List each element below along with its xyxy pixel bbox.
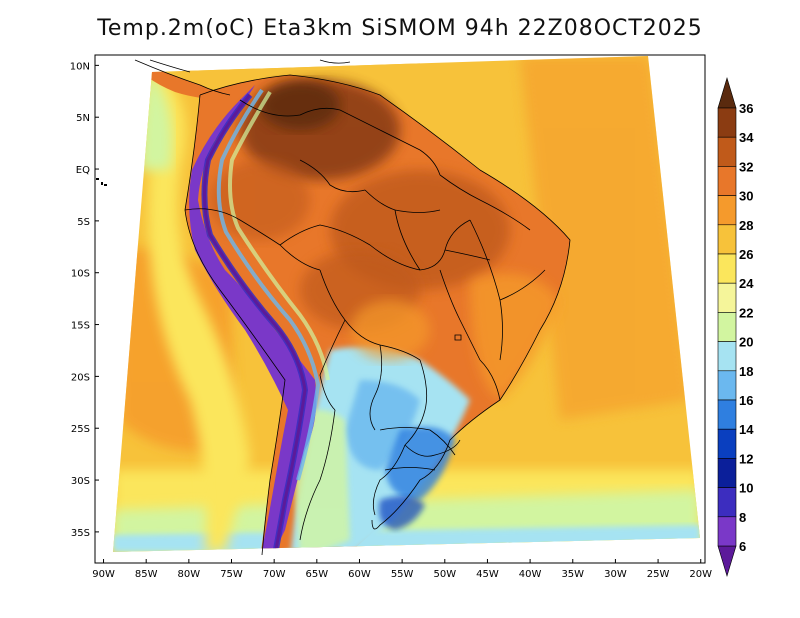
- colorbar-bin: [717, 399, 737, 430]
- y-tick-label: 20S: [71, 372, 90, 383]
- y-axis: 10N 5N EQ 5S 10S 15S 20S 25S 30S 35S: [70, 61, 99, 539]
- colorbar-bin: [717, 458, 737, 488]
- colorbar-label: 20: [739, 335, 753, 350]
- x-tick-label: 25W: [647, 569, 670, 580]
- colorbar-max-arrow: [717, 76, 737, 109]
- colorbar-bin: [717, 312, 737, 342]
- colorbar-label: 18: [739, 364, 753, 379]
- galapagos-islands: [96, 178, 107, 186]
- colorbar-bin: [717, 107, 737, 138]
- y-tick-label: EQ: [76, 165, 90, 176]
- x-tick-label: 50W: [433, 569, 456, 580]
- colorbar-bin: [717, 516, 737, 547]
- colorbar-label: 16: [739, 393, 753, 408]
- colorbar-bin: [717, 428, 737, 459]
- colorbar-bin: [717, 487, 737, 518]
- x-tick-label: 55W: [391, 569, 414, 580]
- colorbar-min-arrow: [717, 545, 737, 578]
- y-tick-label: 10S: [71, 269, 90, 280]
- x-tick-label: 30W: [604, 569, 627, 580]
- colorbar-label: 14: [739, 422, 754, 437]
- map-title: Temp.2m(oC) Eta3km SiSMOM 94h 22Z08OCT20…: [97, 16, 703, 41]
- y-tick-label: 5N: [76, 113, 90, 124]
- x-tick-label: 20W: [689, 569, 712, 580]
- colorbar-bin: [717, 282, 737, 313]
- x-tick-label: 85W: [135, 569, 158, 580]
- colorbar-label: 30: [739, 189, 753, 204]
- colorbar-label: 32: [739, 159, 753, 174]
- colorbar-label: 8: [739, 510, 746, 525]
- colorbar-label: 36: [739, 101, 753, 116]
- y-tick-label: 10N: [70, 61, 90, 72]
- x-tick-label: 60W: [348, 569, 371, 580]
- x-tick-label: 75W: [220, 569, 243, 580]
- colorbar-bin: [717, 224, 737, 255]
- colorbar-bin: [717, 195, 737, 226]
- x-tick-label: 80W: [178, 569, 201, 580]
- x-tick-label: 35W: [561, 569, 584, 580]
- colorbar-label: 10: [739, 481, 753, 496]
- colorbar-bin: [717, 253, 737, 284]
- x-axis: 90W 85W 80W 75W 70W 65W 60W 55W 50W 45W 40W 35W 30W 2…: [92, 559, 712, 580]
- colorbar-label: 22: [739, 305, 753, 320]
- y-tick-label: 30S: [71, 476, 90, 487]
- temperature-field: [113, 56, 700, 552]
- y-tick-label: 25S: [71, 424, 90, 435]
- country-boundaries: [134, 59, 571, 556]
- x-tick-label: 65W: [306, 569, 329, 580]
- x-tick-label: 70W: [263, 569, 286, 580]
- colorbar-label: 26: [739, 247, 753, 262]
- colorbar-bin: [717, 166, 737, 196]
- y-tick-label: 35S: [71, 528, 90, 539]
- colorbar-bin: [717, 136, 737, 167]
- colorbar-label: 12: [739, 451, 753, 466]
- x-tick-label: 40W: [519, 569, 542, 580]
- colorbar: 36 34 32 30 28 26 24 22 20 18 16 14 12 10 8 6: [717, 76, 754, 578]
- colorbar-label: 28: [739, 218, 753, 233]
- colorbar-bin: [717, 370, 737, 401]
- x-tick-label: 45W: [476, 569, 499, 580]
- andes-cold-band: [189, 85, 317, 552]
- colorbar-label: 34: [739, 130, 754, 145]
- colorbar-label: 24: [739, 276, 754, 291]
- y-tick-label: 5S: [77, 217, 90, 228]
- x-tick-label: 90W: [92, 569, 115, 580]
- colorbar-label: 6: [739, 539, 746, 554]
- colorbar-bin: [717, 341, 737, 372]
- y-tick-label: 15S: [71, 321, 90, 332]
